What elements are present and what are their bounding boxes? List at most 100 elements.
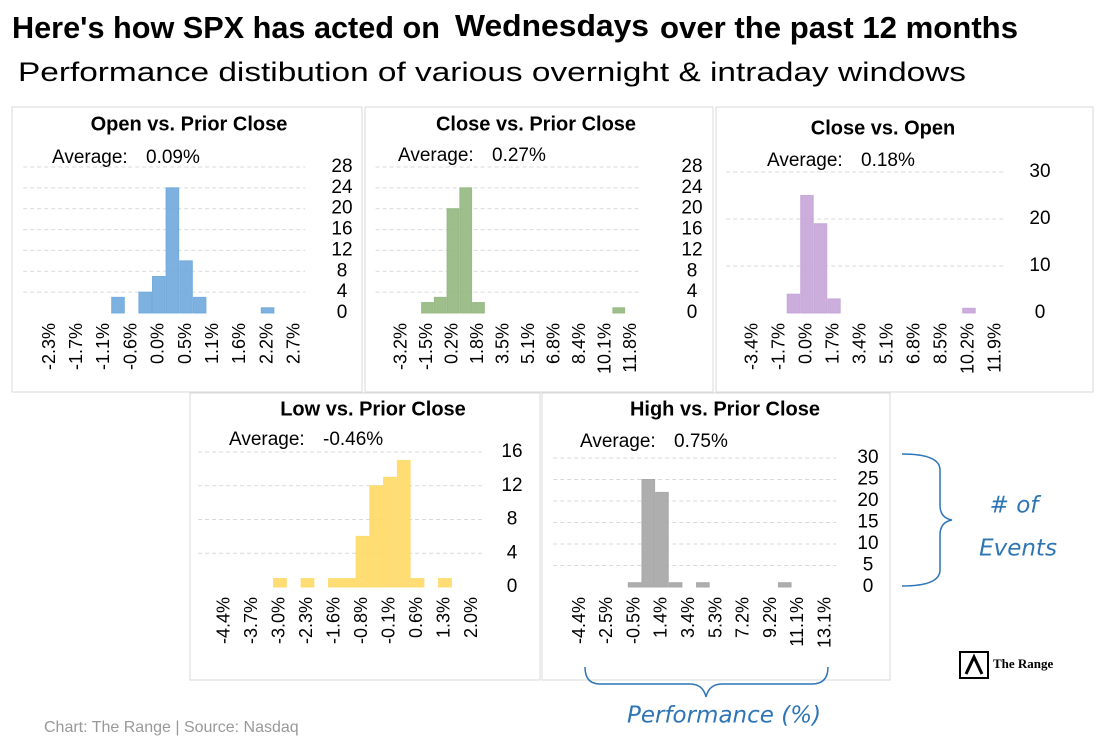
y-tick-label: 0 (337, 302, 348, 323)
logo-text: The Range (993, 656, 1054, 671)
x-tick-label: 3.4% (678, 597, 698, 638)
x-tick-label: -3.7% (241, 597, 261, 644)
average-label: Average: (229, 429, 305, 450)
x-tick-label: 1.4% (651, 597, 671, 638)
x-brace (584, 666, 829, 698)
average-value: -0.46% (323, 429, 383, 450)
y-brace (901, 453, 953, 587)
x-tick-label: -1.1% (93, 323, 113, 370)
y-tick-label: 4 (507, 542, 518, 563)
y-tick-label: 12 (331, 239, 352, 260)
average-value: 0.09% (146, 147, 200, 168)
y-tick-label: 8 (687, 260, 698, 281)
bar (369, 485, 384, 588)
x-tick-label: 5.1% (518, 323, 538, 364)
bar (421, 302, 434, 314)
x-tick-label: 11.1% (787, 597, 807, 647)
x-tick-label: 1.7% (823, 323, 843, 364)
x-tick-label: -4.4% (214, 597, 234, 644)
x-tick-label: 11.9% (985, 323, 1005, 373)
panel (541, 392, 891, 681)
bar (446, 208, 460, 314)
y-tick-label: 28 (681, 156, 702, 177)
y-tick-label: 4 (337, 281, 348, 302)
y-tick-label: 20 (681, 198, 702, 219)
bar (152, 276, 166, 314)
bar (827, 298, 841, 314)
x-tick-label: 5.3% (705, 597, 725, 638)
bar (192, 296, 207, 314)
bar (472, 302, 485, 314)
y-tick-label: 8 (507, 509, 518, 530)
x-tick-label: 13.1% (814, 597, 834, 648)
chart-title: High vs. Prior Close (630, 398, 820, 420)
x-tick-label: 8.4% (569, 323, 589, 364)
bar (300, 578, 315, 588)
bar (179, 260, 193, 314)
x-tick-label: 10.2% (958, 323, 978, 374)
x-tick-label: 3.5% (493, 323, 513, 364)
bar (786, 293, 801, 314)
x-tick-label: 10.1% (595, 323, 615, 374)
y-tick-label: 28 (331, 156, 352, 177)
bar (433, 296, 447, 314)
x-tick-label: 9.2% (760, 597, 780, 638)
x-tick-label: -2.3% (39, 323, 59, 370)
x-tick-label: -1.6% (324, 597, 344, 644)
bar (813, 223, 828, 314)
x-tick-label: -4.4% (569, 597, 589, 644)
x-tick-label: -1.7% (66, 323, 86, 370)
bar (355, 535, 370, 588)
chart-title: Open vs. Prior Close (91, 113, 288, 135)
chart-title: Close vs. Open (811, 117, 956, 139)
logo-mark (964, 653, 984, 675)
x-tick-label: 0.5% (175, 323, 195, 364)
x-tick-label: 2.2% (256, 323, 276, 364)
bar (655, 491, 669, 588)
bar (328, 578, 342, 588)
y-tick-label: 8 (337, 260, 348, 281)
average-value: 0.75% (674, 431, 728, 452)
y-tick-label: 10 (857, 533, 878, 554)
x-tick-label: 3.4% (850, 323, 870, 364)
bar (341, 578, 356, 588)
x-tick-label: 1.8% (467, 323, 487, 364)
x-tick-label: 1.6% (229, 323, 249, 364)
x-tick-label: -0.1% (379, 597, 399, 644)
x-tick-label: 0.6% (406, 597, 426, 638)
x-tick-label: -3.2% (391, 323, 411, 370)
y-tick-label: 30 (857, 447, 878, 468)
x-tick-label: 2.7% (284, 323, 304, 364)
y-tick-label: 20 (1029, 208, 1050, 229)
panel (715, 106, 1094, 393)
panel (11, 106, 363, 393)
title-end: over the past 12 months (660, 10, 1018, 45)
y-tick-label: 20 (331, 198, 352, 219)
bar (668, 582, 683, 588)
title-highlight: Wednesdays (455, 8, 649, 43)
x-tick-label: -1.5% (416, 323, 436, 370)
x-tick-label: 1.1% (202, 323, 222, 364)
x-tick-label: 11.8% (620, 323, 640, 373)
average-value: 0.27% (492, 145, 546, 166)
bar (612, 307, 626, 314)
y-tick-label: 4 (687, 281, 698, 302)
chart-title: Low vs. Prior Close (280, 398, 466, 420)
x-tick-label: -0.8% (351, 597, 371, 644)
source: Chart: The Range | Source: Nasdaq (44, 719, 299, 736)
x-tick-label: 6.8% (904, 323, 924, 364)
x-tick-label: -0.5% (623, 597, 643, 644)
y-tick-label: 24 (331, 177, 353, 198)
subtitle: Performance distibution of various overn… (18, 57, 966, 87)
bar (273, 578, 287, 588)
title: Here's how SPX has acted on (12, 10, 440, 45)
bar (165, 187, 180, 314)
x-tick-label: 8.5% (931, 323, 951, 364)
x-tick-label: -0.6% (120, 323, 140, 370)
x-tick-label: -2.3% (296, 597, 316, 644)
y-tick-label: 30 (1029, 161, 1050, 182)
x-tick-label: -3.4% (742, 323, 762, 370)
bar (641, 479, 656, 588)
y-tick-label: 0 (863, 576, 874, 597)
